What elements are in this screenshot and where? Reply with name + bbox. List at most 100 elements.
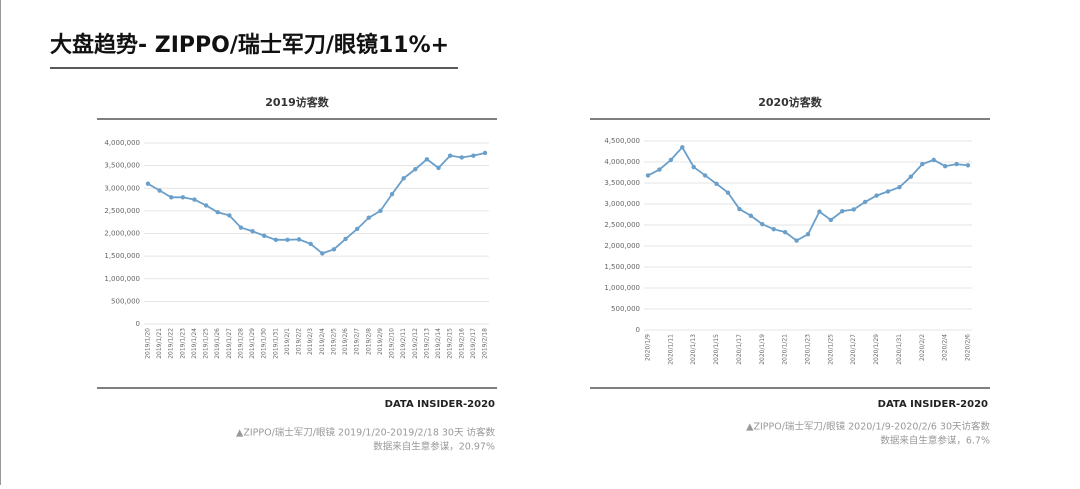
x-tick-label: 2019/2/11	[400, 328, 407, 359]
y-tick-label: 1,000,000	[604, 284, 640, 292]
data-point	[965, 163, 971, 168]
y-tick-label: 3,500,000	[104, 162, 140, 170]
data-point	[308, 241, 313, 247]
x-tick-label: 2019/1/27	[226, 328, 233, 359]
data-point	[413, 167, 418, 172]
chart-title: 2020访客数	[758, 95, 823, 109]
data-point	[771, 227, 776, 232]
data-point	[238, 225, 244, 230]
data-point	[227, 213, 232, 218]
x-tick-label: 2019/2/18	[482, 328, 489, 359]
data-point	[378, 208, 383, 214]
x-tick-label: 2019/2/14	[435, 328, 442, 359]
y-tick-label: 1,500,000	[104, 252, 140, 260]
data-point	[471, 153, 476, 158]
y-tick-label: 1,500,000	[604, 263, 640, 271]
data-point	[862, 199, 868, 205]
y-tick-label: 0	[636, 326, 640, 334]
x-tick-label: 2020/2/6	[965, 334, 972, 361]
data-point	[885, 189, 891, 194]
x-tick-label: 2020/1/23	[805, 334, 812, 365]
data-point	[262, 233, 267, 238]
data-point	[851, 207, 856, 212]
data-point	[459, 155, 464, 160]
x-tick-label: 2019/2/5	[330, 328, 337, 355]
x-tick-label: 2019/1/26	[214, 328, 221, 359]
source-label: DATA INSIDER-2020	[878, 399, 988, 410]
data-point	[691, 164, 696, 170]
data-point	[874, 193, 879, 198]
series-line	[647, 145, 969, 242]
x-tick-label: 2020/1/27	[850, 334, 857, 365]
x-tick-label: 2019/1/23	[179, 328, 186, 359]
data-point	[760, 221, 765, 227]
x-tick-label: 2019/2/2	[296, 328, 303, 355]
x-tick-label: 2020/1/31	[896, 334, 903, 365]
data-point	[401, 176, 406, 181]
data-point	[657, 167, 662, 172]
y-tick-label: 500,000	[611, 305, 640, 313]
y-tick-label: 2,500,000	[604, 221, 640, 229]
x-tick-label: 2020/2/2	[919, 334, 926, 361]
data-point	[424, 157, 430, 162]
data-point	[389, 191, 395, 197]
x-tick-label: 2019/1/29	[249, 328, 256, 359]
x-tick-label: 2019/2/15	[447, 328, 454, 359]
data-point	[954, 161, 959, 167]
data-point	[366, 215, 371, 220]
data-point	[737, 206, 742, 212]
data-point	[482, 150, 488, 156]
data-point	[942, 164, 948, 169]
data-point	[169, 195, 174, 200]
x-tick-label: 2019/2/6	[342, 328, 349, 355]
x-tick-label: 2019/1/20	[145, 328, 152, 359]
data-point	[273, 237, 279, 243]
x-tick-label: 2020/1/11	[667, 334, 674, 365]
data-point	[668, 157, 674, 163]
x-tick-label: 2019/2/16	[458, 328, 465, 359]
slide-title: 大盘趋势- ZIPPO/瑞士军刀/眼镜11%+	[50, 32, 449, 58]
y-tick-label: 2,000,000	[104, 230, 140, 238]
y-tick-label: 4,000,000	[604, 158, 640, 166]
x-tick-label: 2019/2/9	[377, 328, 384, 355]
x-tick-label: 2020/1/9	[645, 334, 652, 361]
x-tick-label: 2019/2/13	[423, 328, 430, 359]
data-point	[931, 157, 936, 163]
footnote: ▲ZIPPO/瑞士军刀/眼镜 2020/1/9-2020/2/6 30天访客数	[746, 421, 990, 433]
x-tick-label: 2019/1/21	[156, 328, 163, 359]
x-tick-label: 2020/1/19	[759, 334, 766, 365]
x-tick-label: 2020/1/21	[782, 334, 789, 365]
data-point	[331, 247, 337, 252]
y-tick-label: 3,000,000	[604, 200, 640, 208]
data-point	[203, 203, 209, 208]
x-tick-label: 2019/2/3	[307, 328, 314, 355]
x-tick-label: 2019/2/17	[470, 328, 477, 359]
series-line	[147, 152, 486, 255]
data-point	[725, 190, 731, 195]
y-tick-label: 4,000,000	[104, 139, 140, 147]
y-tick-label: 500,000	[111, 297, 140, 305]
data-point	[794, 238, 799, 243]
data-point	[748, 213, 754, 218]
data-point	[645, 173, 651, 178]
x-tick-label: 2019/1/22	[168, 328, 175, 359]
x-tick-label: 2020/1/13	[690, 334, 697, 365]
data-point	[285, 237, 290, 243]
data-point	[436, 165, 441, 171]
data-point	[805, 232, 811, 237]
x-tick-label: 2019/1/24	[191, 328, 198, 359]
footnote: ▲ZIPPO/瑞士军刀/眼镜 2019/1/20-2019/2/18 30天 访…	[236, 427, 495, 439]
x-tick-label: 2019/1/25	[203, 328, 210, 359]
chart-title: 2019访客数	[265, 95, 330, 109]
x-tick-label: 2020/2/4	[942, 334, 949, 361]
footnote: 数据来自生意参谋，20.97%	[373, 441, 495, 453]
y-tick-label: 4,500,000	[604, 137, 640, 145]
x-tick-label: 2019/1/30	[261, 328, 268, 359]
x-tick-label: 2020/1/29	[873, 334, 880, 365]
y-tick-label: 2,500,000	[104, 207, 140, 215]
data-point	[908, 174, 914, 179]
y-tick-label: 1,000,000	[104, 275, 140, 283]
x-tick-label: 2019/1/28	[237, 328, 244, 359]
x-tick-label: 2019/2/7	[354, 328, 361, 355]
data-point	[250, 229, 255, 234]
